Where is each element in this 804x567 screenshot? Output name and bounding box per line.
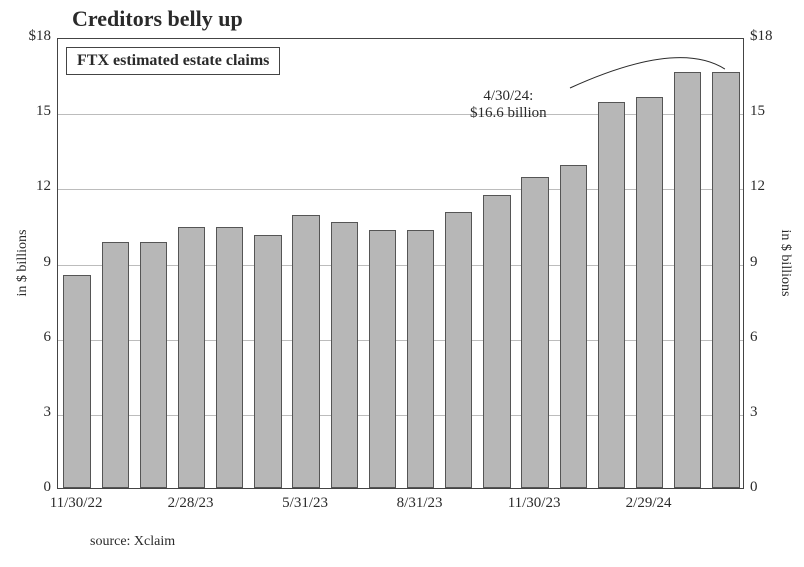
- y-axis-label-right: in $ billions: [777, 218, 793, 308]
- x-tick: 11/30/22: [31, 495, 121, 512]
- x-tick: 2/28/23: [146, 495, 236, 512]
- bar: [331, 222, 358, 488]
- x-tick: 11/30/23: [489, 495, 579, 512]
- y-tick-left: 12: [15, 178, 51, 195]
- bar: [521, 177, 548, 488]
- bar: [63, 275, 90, 488]
- y-tick-left: 3: [15, 404, 51, 421]
- bar: [140, 242, 167, 488]
- annotation-line1: 4/30/24:: [483, 88, 533, 104]
- bar: [560, 165, 587, 488]
- bar: [407, 230, 434, 488]
- bar: [254, 235, 281, 488]
- bar: [674, 72, 701, 488]
- bar: [178, 227, 205, 488]
- chart-title: Creditors belly up: [72, 6, 243, 32]
- y-tick-left: 6: [15, 329, 51, 346]
- y-tick-left: 15: [15, 103, 51, 120]
- bar: [216, 227, 243, 488]
- bar: [712, 72, 739, 488]
- y-tick-right: 6: [750, 329, 758, 346]
- chart-subtitle-box: FTX estimated estate claims: [66, 47, 280, 75]
- y-tick-right: 3: [750, 404, 758, 421]
- bar: [102, 242, 129, 488]
- bar: [636, 97, 663, 488]
- x-tick: 5/31/23: [260, 495, 350, 512]
- annotation-line2: $16.6 billion: [470, 105, 547, 121]
- bar: [483, 195, 510, 488]
- y-tick-left: 0: [15, 479, 51, 496]
- bar: [292, 215, 319, 488]
- plot-area: FTX estimated estate claims: [57, 38, 744, 489]
- chart-canvas: Creditors belly up FTX estimated estate …: [0, 0, 804, 567]
- y-tick-right: 15: [750, 103, 765, 120]
- bar: [598, 102, 625, 488]
- y-tick-right: 12: [750, 178, 765, 195]
- source-text: source: Xclaim: [90, 534, 175, 550]
- y-tick-left: $18: [15, 28, 51, 45]
- bar: [369, 230, 396, 488]
- y-tick-right: 0: [750, 479, 758, 496]
- bar: [445, 212, 472, 488]
- x-tick: 8/31/23: [375, 495, 465, 512]
- x-tick: 2/29/24: [604, 495, 694, 512]
- y-tick-right: $18: [750, 28, 773, 45]
- y-tick-left: 9: [15, 254, 51, 271]
- chart-subtitle: FTX estimated estate claims: [77, 52, 269, 69]
- callout-annotation: 4/30/24: $16.6 billion: [470, 88, 547, 123]
- y-tick-right: 9: [750, 254, 758, 271]
